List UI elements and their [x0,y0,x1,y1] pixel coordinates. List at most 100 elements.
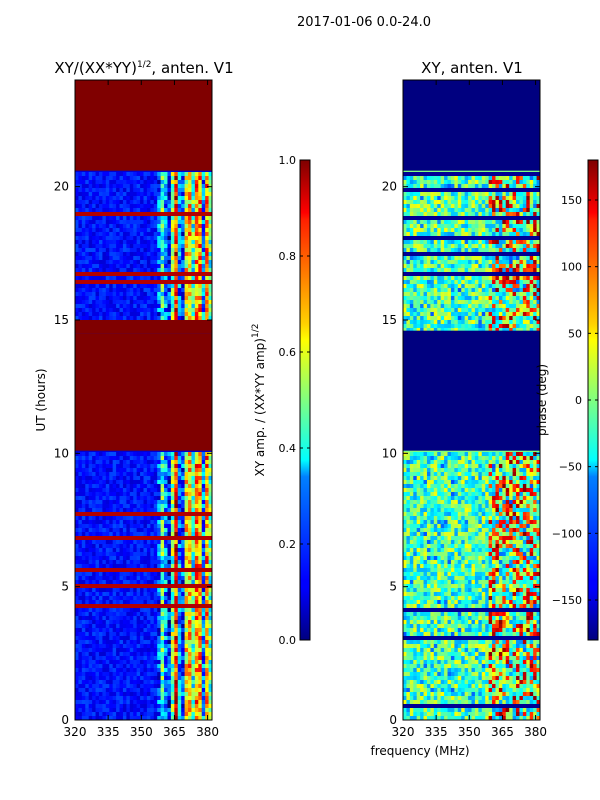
panel1-cell [116,564,121,569]
panel2-cell [522,220,527,225]
panel2-cell [485,176,490,181]
panel1-cell [119,476,124,481]
panel1-cell [81,556,86,561]
panel1-cell [88,700,93,705]
panel1-cell [85,572,90,577]
panel1-cell [167,480,172,485]
panel1-cell [198,504,203,509]
panel1-cell [88,600,93,605]
panel1-cell [122,472,127,477]
panel1-cell [95,484,100,489]
panel1-cell [177,228,182,233]
panel1-cell [126,200,131,205]
panel1-cell [170,560,175,565]
panel1-cell [75,308,79,313]
panel1-cell [129,200,134,205]
panel1-cell [143,216,148,221]
panel1-cell [102,528,107,533]
panel1-cell [102,188,107,193]
panel1-cell [116,640,121,645]
panel1-cell [184,624,189,629]
panel2-cell [505,220,510,225]
panel1-cell [119,292,124,297]
panel1-cell [167,468,172,473]
panel2-cell [516,192,520,197]
panel1-cell [109,244,114,249]
panel1-cell [122,460,127,465]
panel1-cell [133,708,138,713]
panel1-cell [75,500,79,505]
panel1-cell [153,572,158,577]
panel1-cell [112,624,117,629]
panel1-cell [126,704,131,709]
panel1-cell [75,524,79,529]
panel1-cell [194,700,199,705]
panel1-cell [140,284,144,289]
panel1-cell [136,632,141,637]
panel1-cell [188,660,192,665]
panel1-cell [85,200,90,205]
panel1-cell [119,696,124,701]
panel2-cell [420,176,425,181]
panel1-cell [75,552,79,557]
panel1-cell [170,548,175,553]
panel1-cell [188,652,192,657]
panel2-cell [447,220,452,225]
panel1-cell [157,476,162,481]
panel1-cell [95,464,100,469]
panel1-cell [146,664,151,669]
panel1-cell [170,264,175,269]
panel2-cell [516,228,520,233]
panel1-cell [188,284,192,289]
panel1-cell [75,228,79,233]
panel1-cell [157,620,162,625]
panel1-cell [146,584,151,589]
panel1-cell [143,480,148,485]
panel1-cell [157,292,162,297]
panel1-cell [85,616,90,621]
panel1-cell [194,652,199,657]
panel1-cell [81,484,86,489]
panel1-cell [208,624,213,629]
panel1-cell [208,312,213,317]
panel2-cell [409,228,414,233]
panel1-cell [177,564,182,569]
panel1-cell [181,460,186,465]
panel1-cell [78,628,83,633]
panel1-cell [143,204,148,209]
panel1-cell [98,580,103,585]
panel1-cell [78,612,83,617]
panel1-cell [95,664,100,669]
panel1-cell [177,212,182,217]
panel1-cell [112,452,117,457]
panel1-cell [102,208,107,213]
panel1-cell [105,632,110,637]
panel1-cell [181,216,186,221]
panel1-cell [133,476,138,481]
panel1-cell [143,652,148,657]
panel1-cell [184,716,189,721]
panel1-cell [184,592,189,597]
panel1-cell [88,236,93,241]
panel1-cell [164,196,168,201]
panel1-cell [105,676,110,681]
panel1-cell [136,208,141,213]
panel1-cell [140,640,144,645]
panel1-cell [191,196,196,201]
panel1-cell [102,296,107,301]
panel1-cell [78,508,83,513]
panel1-cell [184,276,189,281]
panel1-cell [181,512,186,517]
panel2-cell [485,180,490,185]
panel2-cell [536,208,541,213]
panel2-cell [481,220,486,225]
panel1-cell [188,680,192,685]
panel2-cell [461,224,466,229]
panel2-cell [522,192,527,197]
panel1-cell [174,484,179,489]
panel1-cell [164,708,168,713]
panel1-cell [208,244,213,249]
panel1-cell [208,676,213,681]
panel1-cell [102,692,107,697]
panel1-cell [116,664,121,669]
